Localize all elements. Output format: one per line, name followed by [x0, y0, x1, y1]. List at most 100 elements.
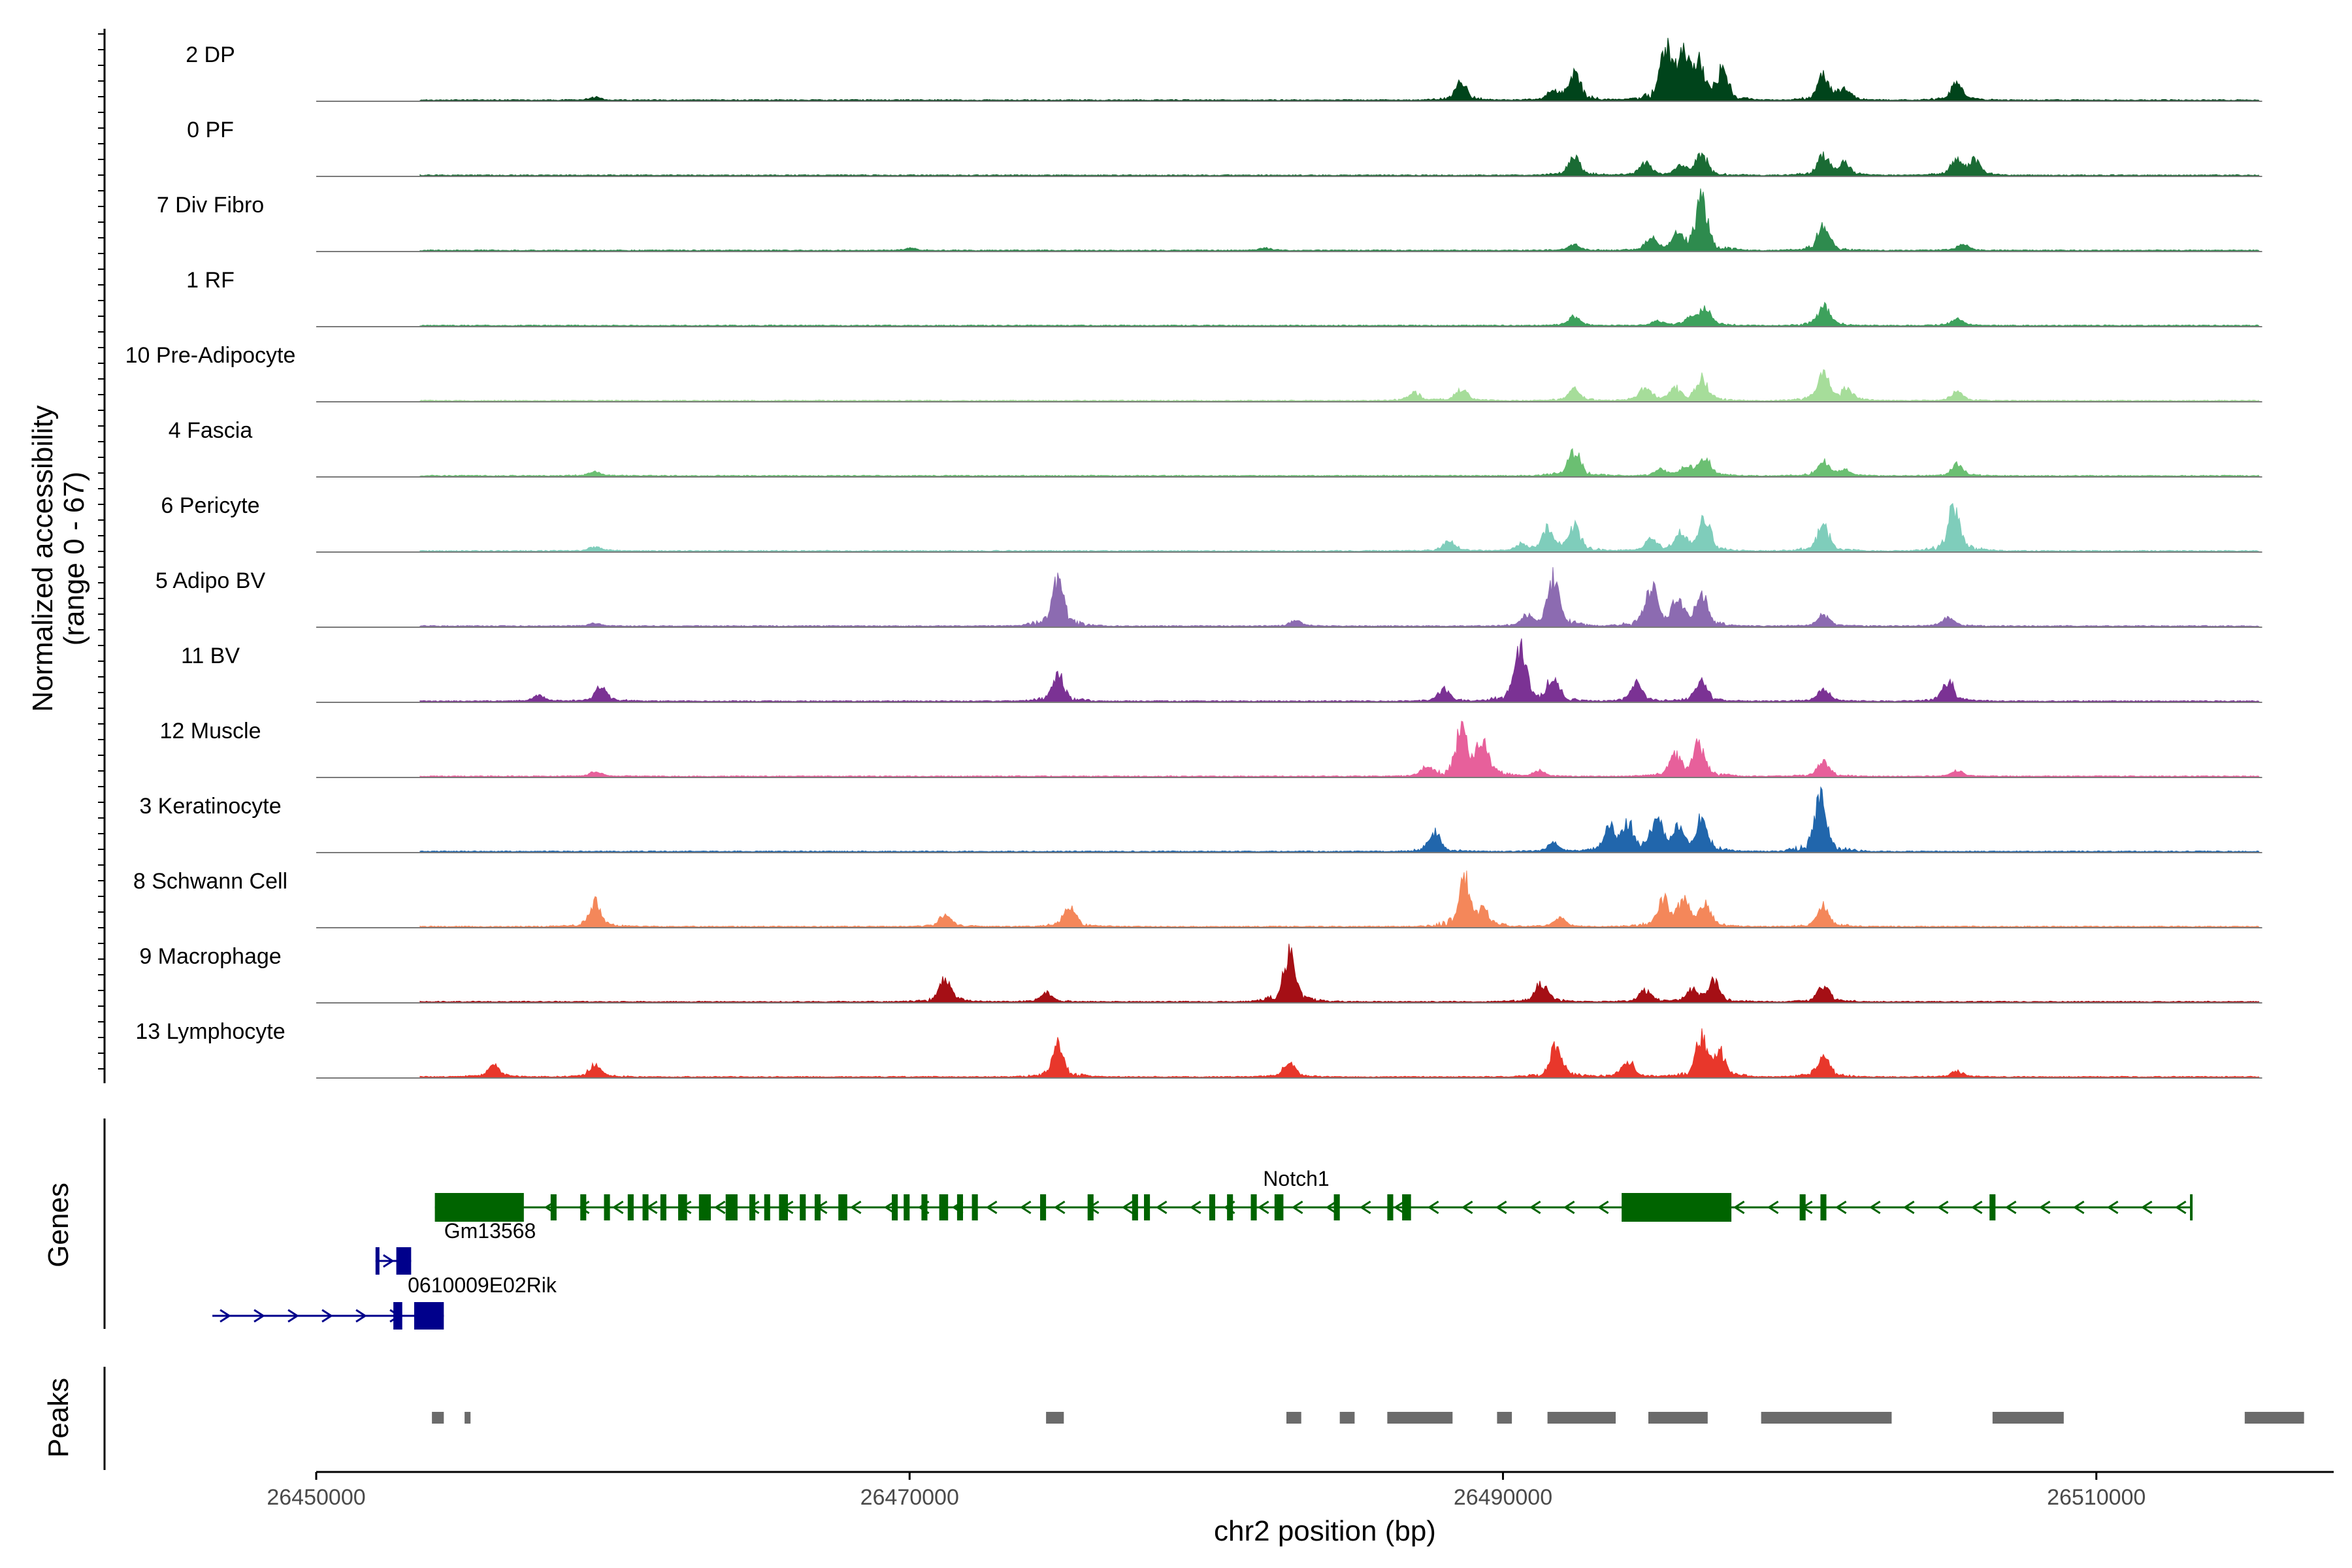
exon: [1227, 1194, 1233, 1220]
exon: [1333, 1194, 1340, 1220]
track-label: 7 Div Fibro: [157, 193, 264, 218]
exon: [1250, 1194, 1257, 1220]
strand-chevron: [1835, 1200, 1847, 1215]
strand-chevron: [1563, 1200, 1575, 1215]
coverage-area: [419, 1028, 2261, 1079]
peaks-panel-label: Peaks: [42, 1378, 74, 1458]
track-14: 13 Lymphocyte: [135, 1019, 2262, 1079]
track-label: 9 Macrophage: [139, 944, 281, 969]
strand-chevron: [1733, 1200, 1745, 1215]
exon: [1387, 1194, 1394, 1220]
exon: [396, 1247, 412, 1275]
coverage-area: [419, 188, 2261, 252]
gene-0610009E02Rik: 0610009E02Rik: [212, 1273, 557, 1330]
exon: [1622, 1193, 1732, 1222]
strand-chevron: [1053, 1200, 1066, 1215]
exon: [375, 1247, 380, 1275]
peak-region: [1387, 1412, 1453, 1424]
exon: [764, 1194, 770, 1220]
strand-chevron: [1393, 1200, 1405, 1215]
coverage-area: [419, 786, 2261, 853]
coverage-area: [419, 567, 2261, 628]
genes-layer: Notch1 Gm13568 0610009E02Rik: [212, 1167, 2193, 1330]
exon: [800, 1194, 806, 1220]
strand-chevron: [985, 1200, 998, 1215]
exon: [434, 1193, 524, 1222]
x-axis-label: chr2 position (bp): [1214, 1515, 1436, 1547]
exon: [904, 1194, 910, 1220]
strand-chevron: [287, 1309, 299, 1323]
exon: [1040, 1194, 1047, 1220]
strand-chevron: [2174, 1200, 2187, 1215]
peak-region: [1761, 1412, 1892, 1424]
strand-chevron: [1767, 1200, 1779, 1215]
track-10: 12 Muscle: [160, 719, 2262, 778]
strand-chevron: [1189, 1200, 1201, 1215]
exon: [660, 1194, 666, 1220]
strand-chevron: [253, 1309, 265, 1323]
coverage-area: [419, 870, 2261, 928]
track-13: 9 Macrophage: [139, 943, 2262, 1004]
track-6: 4 Fascia: [169, 418, 2262, 478]
peak-region: [1992, 1412, 2064, 1424]
strand-chevron: [1155, 1200, 1168, 1215]
track-label: 1 RF: [186, 268, 235, 293]
peaks-layer: [432, 1412, 2304, 1424]
track-4: 1 RF: [186, 268, 2262, 327]
strand-chevron: [1325, 1200, 1337, 1215]
exon: [642, 1194, 649, 1220]
coverage-area: [419, 721, 2261, 778]
gene-Gm13568: Gm13568: [375, 1219, 536, 1275]
strand-chevron: [355, 1309, 367, 1323]
track-11: 3 Keratinocyte: [139, 786, 2262, 853]
exon: [1402, 1194, 1411, 1220]
gene-Notch1: Notch1: [434, 1167, 2193, 1222]
gene-label: Notch1: [1263, 1167, 1329, 1190]
x-tick-label: 26510000: [2047, 1485, 2146, 1510]
y-axis-label-line2: (range 0 - 67): [58, 472, 90, 646]
track-label: 12 Muscle: [160, 719, 261, 743]
strand-chevron: [612, 1200, 624, 1215]
exon: [921, 1194, 928, 1220]
gene-label: Gm13568: [444, 1219, 536, 1243]
exon: [1799, 1194, 1806, 1220]
strand-chevron: [2004, 1200, 2017, 1215]
strand-chevron: [1257, 1200, 1269, 1215]
x-tick-label: 26490000: [1454, 1485, 1552, 1510]
track-label: 3 Keratinocyte: [139, 794, 281, 819]
x-tick-label: 26470000: [860, 1485, 959, 1510]
tracks-layer: 2 DP 0 PF 7 Div Fibro 1 RF 10 Pre-Adipocyte 4…: [125, 37, 2262, 1079]
axis-layer: 26450000 26470000 26490000 26510000: [98, 29, 2334, 1510]
strand-chevron: [321, 1309, 333, 1323]
track-5: 10 Pre-Adipocyte: [125, 343, 2262, 402]
strand-chevron: [2106, 1200, 2119, 1215]
peak-region: [1547, 1412, 1616, 1424]
coverage-area: [419, 369, 2261, 402]
exon: [1989, 1194, 1996, 1220]
strand-chevron: [713, 1200, 726, 1215]
exon: [1144, 1194, 1151, 1220]
exon: [1132, 1194, 1138, 1220]
gene-label: 0610009E02Rik: [408, 1273, 557, 1297]
strand-chevron: [220, 1309, 231, 1323]
strand-chevron: [1936, 1200, 1949, 1215]
exon: [1209, 1194, 1215, 1220]
exon: [814, 1194, 821, 1220]
exon: [1820, 1194, 1827, 1220]
strand-chevron: [1597, 1200, 1609, 1215]
peak-region: [1339, 1412, 1355, 1424]
track-label: 5 Adipo BV: [155, 568, 266, 593]
coverage-area: [419, 448, 2261, 478]
track-label: 11 BV: [181, 644, 240, 668]
track-label: 6 Pericyte: [161, 493, 259, 518]
track-label: 13 Lymphocyte: [135, 1019, 285, 1044]
track-label: 10 Pre-Adipocyte: [125, 343, 296, 368]
exon: [678, 1194, 687, 1220]
strand-chevron: [2038, 1200, 2051, 1215]
peak-region: [432, 1412, 444, 1424]
peak-region: [1497, 1412, 1512, 1424]
exon: [838, 1194, 847, 1220]
exon: [956, 1194, 963, 1220]
coverage-area: [419, 151, 2261, 177]
